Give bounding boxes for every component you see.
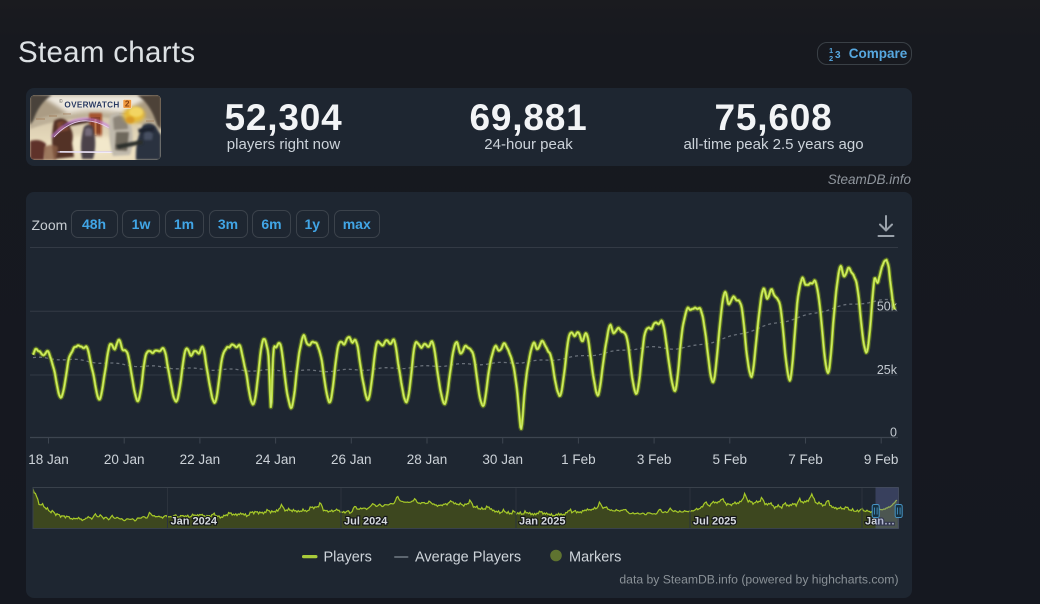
svg-text:18 Jan: 18 Jan — [28, 452, 69, 467]
svg-text:3: 3 — [835, 50, 841, 61]
svg-text:Average Players: Average Players — [415, 550, 521, 566]
svg-text:30 Jan: 30 Jan — [482, 452, 523, 467]
svg-text:Jan 2025: Jan 2025 — [519, 516, 565, 528]
svg-text:24 Jan: 24 Jan — [255, 452, 296, 467]
svg-text:26 Jan: 26 Jan — [331, 452, 372, 467]
svg-text:9 Feb: 9 Feb — [864, 452, 899, 467]
svg-text:Markers: Markers — [569, 550, 621, 566]
svg-text:0: 0 — [890, 426, 897, 440]
svg-text:28 Jan: 28 Jan — [407, 452, 448, 467]
svg-text:Players: Players — [324, 550, 372, 566]
svg-text:2: 2 — [125, 99, 130, 109]
svg-text:OVERWATCH: OVERWATCH — [64, 101, 119, 110]
svg-text:1 Feb: 1 Feb — [561, 452, 596, 467]
svg-text:Jul 2025: Jul 2025 — [693, 516, 736, 528]
svg-text:25k: 25k — [877, 363, 898, 377]
svg-text:Jul 2024: Jul 2024 — [344, 516, 388, 528]
svg-text:5 Feb: 5 Feb — [713, 452, 748, 467]
svg-text:1: 1 — [829, 46, 833, 55]
svg-text:7 Feb: 7 Feb — [788, 452, 823, 467]
svg-text:data by SteamDB.info (powered: data by SteamDB.info (powered by highcha… — [619, 573, 898, 587]
svg-text:Jan…: Jan… — [865, 516, 895, 528]
svg-text:©: © — [59, 98, 63, 105]
svg-text:2: 2 — [829, 54, 833, 61]
svg-text:Jan 2024: Jan 2024 — [171, 516, 218, 528]
svg-text:22 Jan: 22 Jan — [180, 452, 221, 467]
svg-text:20 Jan: 20 Jan — [104, 452, 145, 467]
svg-text:3 Feb: 3 Feb — [637, 452, 672, 467]
